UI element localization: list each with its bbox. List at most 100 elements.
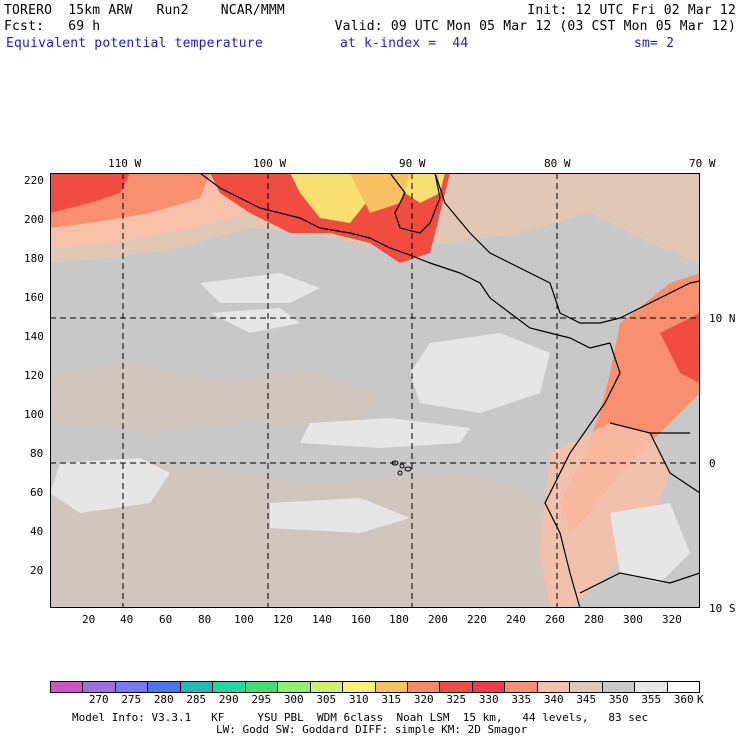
colorbar-swatch [148,682,181,692]
red-colombia [660,313,700,383]
y-tick: 60 [30,486,44,499]
y-tick: 220 [24,174,44,187]
y-tick: 180 [24,252,44,265]
colorbar-swatch [602,682,636,692]
valid-time: Valid: 09 UTC Mon 05 Mar 12 (03 CST Mon … [334,19,736,34]
colorbar-label: 360 [673,693,694,706]
colorbar-label: 320 [413,693,434,706]
y-tick: 20 [30,564,44,577]
x-tick: 160 [351,613,371,626]
x-tick: 120 [273,613,293,626]
caribbean-coast [434,173,621,324]
colorbar-swatch [180,682,214,692]
x-tick: 100 [234,613,254,626]
y-tick: 140 [24,330,44,343]
south-america-north [619,280,700,319]
colorbar-label: 340 [543,693,564,706]
x-tick: 300 [623,613,643,626]
x-tick: 260 [545,613,565,626]
colorbar-label: 305 [316,693,337,706]
colorbar-label: 345 [576,693,597,706]
red-north-west [50,173,130,213]
model-run-title: TORERO 15km ARW Run2 NCAR/MMM [4,3,285,18]
colorbar-label: 325 [446,693,467,706]
south-america-pacific [544,342,621,608]
tan-andes [540,423,670,608]
light-streak-1 [410,333,550,413]
light-streak-3 [200,273,320,303]
x-tick: 40 [120,613,134,626]
colorbar-swatch [440,682,473,692]
colorbar-label: 275 [121,693,142,706]
y-tick: 200 [24,213,44,226]
central-america-coast [459,272,611,349]
colorbar-swatch [115,682,149,692]
colorbar-swatch [245,682,279,692]
x-tick: 20 [82,613,96,626]
colorbar-label: 270 [88,693,109,706]
forecast-hour: Fcst: 69 h [4,19,101,34]
country-border-2 [609,422,690,434]
colorbar-swatch [407,682,441,692]
colorbar [50,681,700,693]
graticule [50,173,700,608]
colorbar-swatch [278,682,311,692]
orange-yucatan [350,173,410,213]
model-info-line: Model Info: V3.3.1 KF YSU PBL WDM 6class… [72,711,649,724]
x-tick: 200 [428,613,448,626]
colorbar-label: 335 [511,693,532,706]
colorbar-swatch [570,682,603,692]
y-tick: 120 [24,369,44,382]
colorbar-swatch [310,682,344,692]
lat-label-10n: 10 N [709,312,736,325]
vertical-level: at k-index = 44 [340,36,469,51]
lat-label-eq: 0 [709,457,716,470]
colorbar-label: 290 [218,693,239,706]
lat-label-10s: 10 S [709,602,736,615]
colorbar-swatch [213,682,246,692]
lon-label-110w: 110 W [108,157,142,170]
country-border-3 [579,572,700,594]
colorbar-swatch [635,682,668,692]
x-tick: 280 [584,613,604,626]
physics-info-line: LW: Godd SW: Goddard DIFF: simple KM: 2D… [216,723,528,736]
colorbar-label: 350 [608,693,629,706]
light-peru-interior [610,503,690,583]
colorbar-swatch [472,682,506,692]
tan-patch-pacific [50,363,380,433]
colorbar-unit: K [697,693,704,706]
field-name: Equivalent potential temperature [6,36,263,51]
colorbar-label: 315 [381,693,402,706]
colorbar-label: 355 [641,693,662,706]
x-tick: 140 [312,613,332,626]
x-tick: 220 [467,613,487,626]
colorbar-label: 300 [283,693,304,706]
init-time: Init: 12 UTC Fri 02 Mar 12 [527,3,736,18]
x-tick: 80 [198,613,212,626]
y-tick: 80 [30,447,44,460]
colorbar-label: 285 [186,693,207,706]
map-border [50,173,700,608]
coastlines [199,173,700,608]
colorbar-label: 295 [251,693,272,706]
x-tick: 60 [159,613,173,626]
tan-band-south [50,463,570,608]
colorbar-swatch [375,682,408,692]
colorbar-label: 310 [348,693,369,706]
lon-label-90w: 90 W [399,157,426,170]
colorbar-swatch [667,682,700,692]
x-tick: 320 [662,613,682,626]
gulf-coast [389,173,441,234]
mexico-pacific-coast [199,173,461,274]
colorbar-swatch [51,682,84,692]
colorbar-swatch [83,682,116,692]
y-tick: 100 [24,408,44,421]
light-streak-5 [270,498,410,533]
colorbar-label: 280 [153,693,174,706]
smoothing-label: sm= 2 [634,36,675,51]
colorbar-swatch [505,682,538,692]
light-streak-2 [300,418,470,448]
country-border-1 [649,432,700,494]
light-streak-6 [210,308,300,333]
